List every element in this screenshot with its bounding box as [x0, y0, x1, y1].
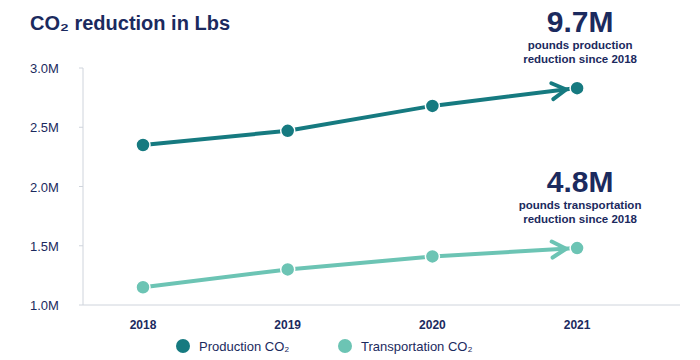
x-tick-label: 2019 [274, 318, 301, 332]
y-tick-label: 1.0M [30, 298, 59, 313]
plot-area [136, 81, 584, 294]
y-tick-label: 2.0M [30, 180, 59, 195]
point [281, 262, 295, 276]
annotation-note-line: reduction since 2018 [523, 213, 637, 225]
title: CO₂ reduction in Lbs [30, 12, 230, 34]
point [425, 99, 439, 113]
x-axis-line [83, 305, 680, 306]
y-tick-label: 3.0M [30, 61, 59, 76]
series-line [143, 248, 577, 287]
point [136, 138, 150, 152]
x-tick-label: 2018 [130, 318, 157, 332]
legend-label: Production CO₂ [199, 339, 289, 354]
annotation-note-line: pounds production [528, 39, 633, 51]
legend-label: Transportation CO₂ [361, 339, 473, 354]
y-tick [79, 68, 83, 69]
point [425, 249, 439, 263]
y-tick [79, 305, 83, 306]
point [136, 280, 150, 294]
legend-marker [338, 339, 352, 353]
annotation-note-line: pounds transportation [519, 199, 642, 211]
point [570, 81, 584, 95]
arrowhead [551, 83, 566, 99]
x-tick-label: 2020 [419, 318, 446, 332]
annotation-note-line: reduction since 2018 [523, 53, 637, 65]
legend-marker [176, 339, 190, 353]
annotation-value: 9.7M [547, 5, 614, 38]
y-tick-label: 1.5M [30, 239, 59, 254]
chart: CO₂ reduction in Lbs 1.0M 1.5M 2.0M 2.5M 3.0M… [0, 0, 700, 360]
annotation-note: pounds production reduction since 2018 [523, 39, 637, 65]
series-line [143, 88, 577, 145]
arrowhead [552, 242, 566, 258]
annotation-note: pounds transportation reduction since 201… [519, 199, 642, 225]
x-tick-label: 2021 [564, 318, 591, 332]
y-tick [79, 245, 83, 246]
y-tick [79, 127, 83, 128]
y-tick-label: 2.5M [30, 120, 59, 135]
chart-container: CO₂ reduction in Lbs 1.0M 1.5M 2.0M 2.5M 3.0M… [0, 0, 700, 360]
point [570, 241, 584, 255]
y-tick [79, 186, 83, 187]
point [281, 124, 295, 138]
annotation-value: 4.8M [547, 165, 614, 198]
